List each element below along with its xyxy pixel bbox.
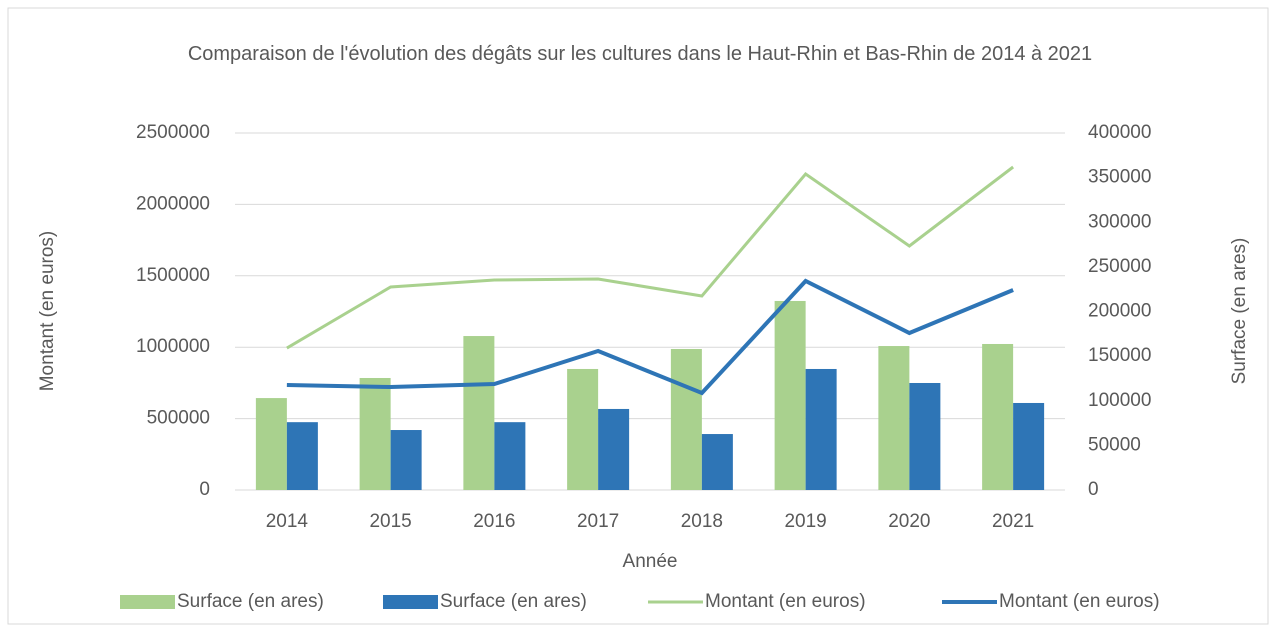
bar <box>255 398 287 490</box>
x-tick-label: 2021 <box>992 511 1034 532</box>
legend-label: Montant (en euros) <box>705 591 866 612</box>
x-tick-label: 2015 <box>369 511 411 532</box>
bar <box>805 368 837 490</box>
x-tick-label: 2019 <box>784 511 826 532</box>
line <box>286 165 1015 350</box>
y-tick-label: 1500000 <box>136 265 210 286</box>
y2-tick-label: 50000 <box>1088 434 1141 455</box>
bar <box>463 336 495 490</box>
line <box>286 278 1014 396</box>
x-tick-label: 2020 <box>888 511 930 532</box>
x-tick-label: 2017 <box>577 511 619 532</box>
y-axis-title: Montant (en euros) <box>37 231 58 392</box>
y2-tick-label: 200000 <box>1088 301 1151 322</box>
y-tick-label: 500000 <box>147 408 210 429</box>
x-tick-label: 2016 <box>473 511 515 532</box>
x-axis-title: Année <box>623 551 678 572</box>
y-tick-label: 0 <box>199 479 210 500</box>
bar <box>670 348 702 490</box>
y2-tick-label: 0 <box>1088 479 1099 500</box>
bar <box>878 346 910 490</box>
y2-tick-label: 350000 <box>1088 167 1151 188</box>
y2-tick-label: 300000 <box>1088 211 1151 232</box>
bar <box>701 434 733 490</box>
y2-axis-title: Surface (en ares) <box>1229 238 1250 385</box>
x-tick-label: 2014 <box>266 511 309 532</box>
bar <box>774 300 806 490</box>
legend-label: Surface (en ares) <box>440 591 587 612</box>
bar <box>286 422 318 490</box>
y-tick-label: 2000000 <box>136 193 210 214</box>
legend-label: Surface (en ares) <box>177 591 324 612</box>
chart-border <box>7 7 1269 625</box>
bar <box>390 430 422 490</box>
legend-swatch <box>383 595 438 609</box>
bar <box>567 368 599 490</box>
y-tick-label: 1000000 <box>136 336 210 357</box>
bar <box>1013 402 1045 490</box>
bar <box>359 377 391 490</box>
bar <box>494 422 526 490</box>
x-tick-label: 2018 <box>681 511 723 532</box>
y2-tick-label: 400000 <box>1088 122 1151 143</box>
y-tick-label: 2500000 <box>136 122 210 143</box>
y2-tick-label: 100000 <box>1088 390 1151 411</box>
bar <box>909 382 941 490</box>
y2-tick-label: 150000 <box>1088 345 1151 366</box>
bar <box>982 343 1014 490</box>
bar <box>598 408 630 490</box>
chart-title: Comparaison de l'évolution des dégâts su… <box>187 43 1093 65</box>
legend-label: Montant (en euros) <box>999 591 1160 612</box>
y2-tick-label: 250000 <box>1088 256 1151 277</box>
legend-swatch <box>120 595 175 609</box>
